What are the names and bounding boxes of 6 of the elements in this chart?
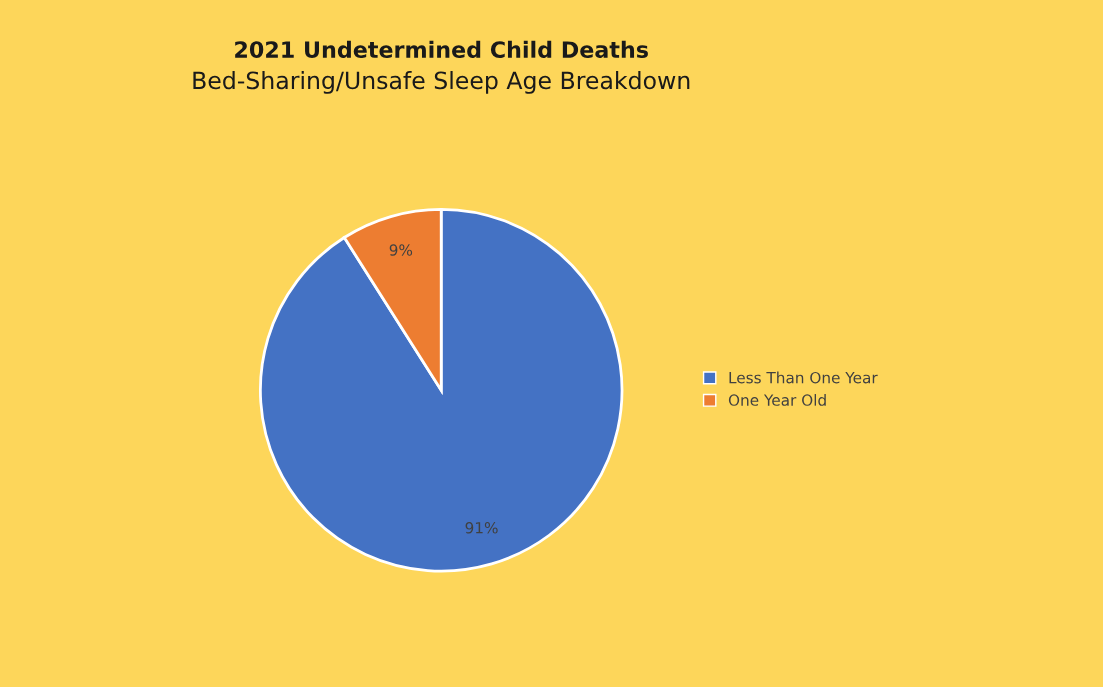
chart-subtitle: Bed-Sharing/Unsafe Sleep Age Breakdown: [193, 71, 690, 94]
data-label: 91%: [465, 522, 498, 534]
legend-label: One Year Old: [728, 394, 826, 406]
legend-label: Less Than One Year: [729, 371, 878, 384]
chart-title: 2021 Undetermined Child Deaths: [235, 40, 648, 58]
data-label: 9%: [389, 244, 413, 256]
